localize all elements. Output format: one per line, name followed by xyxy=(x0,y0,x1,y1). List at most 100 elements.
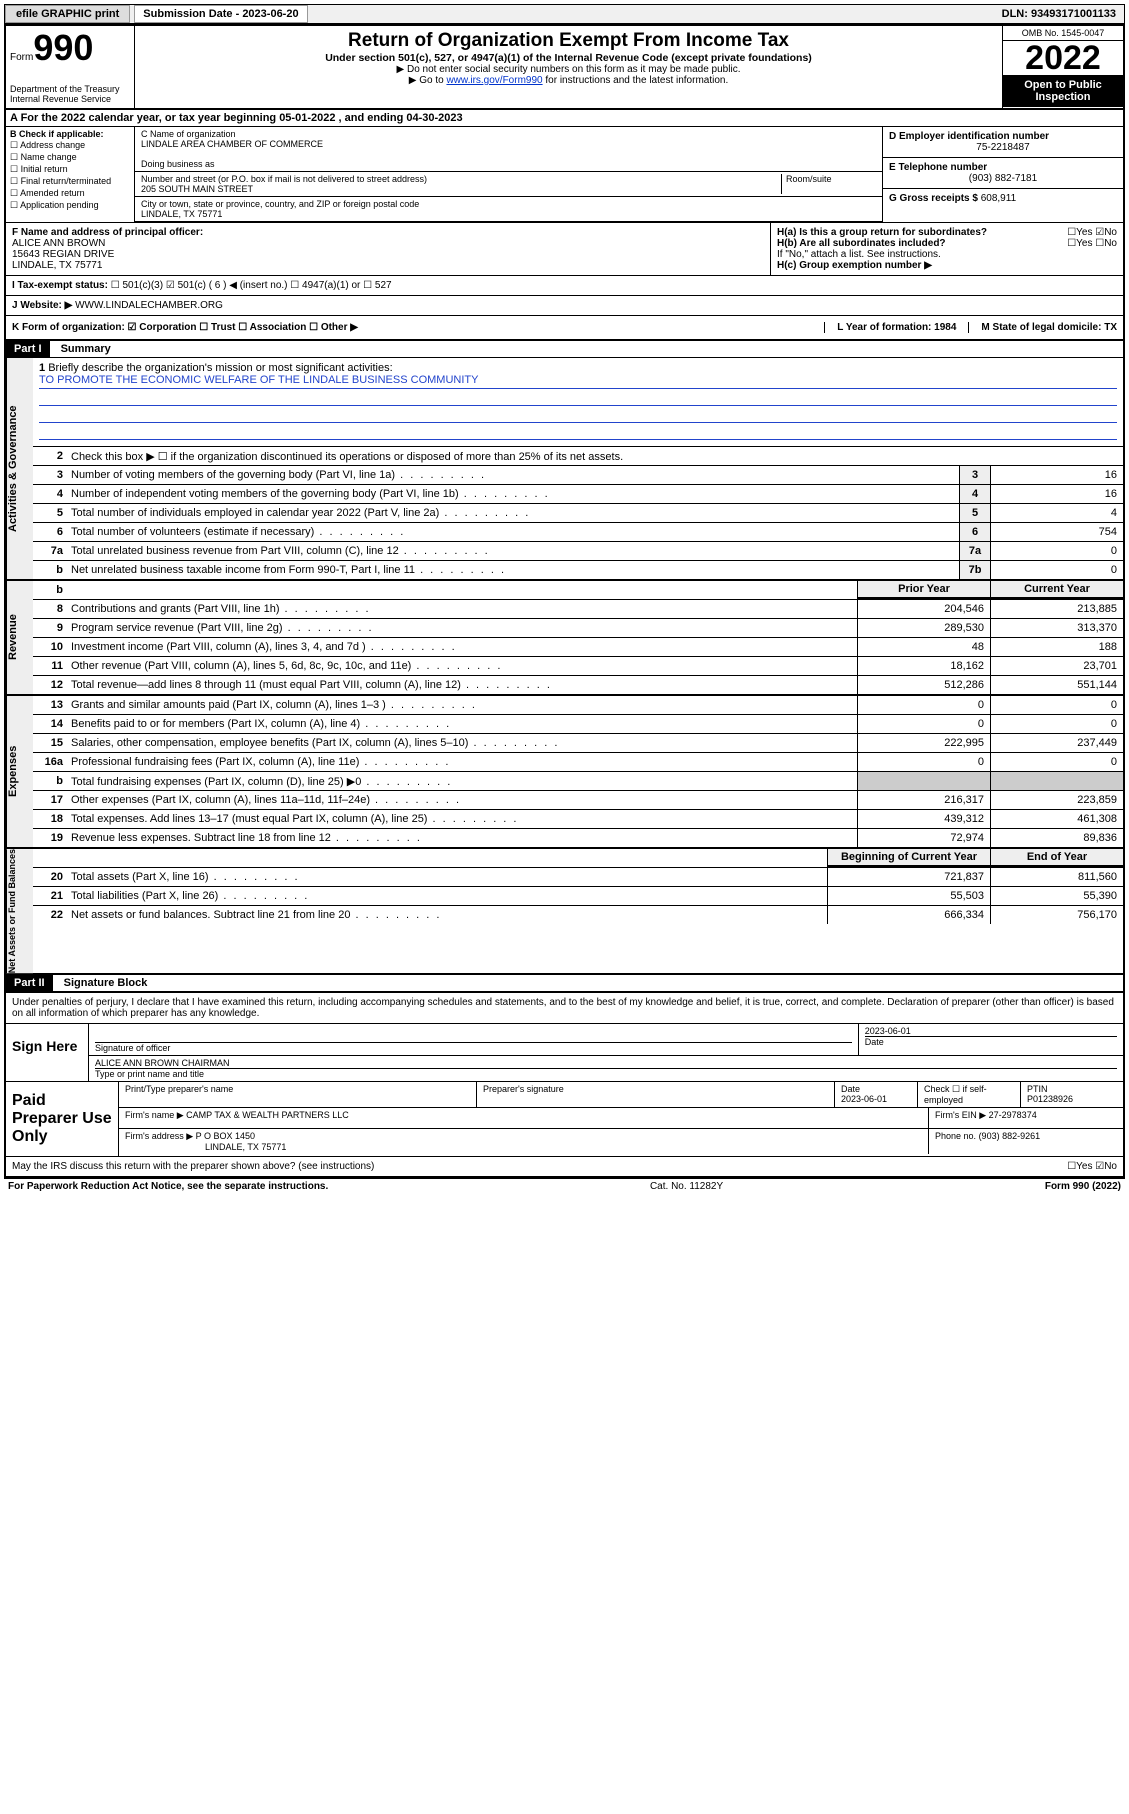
prior-value: 55,503 xyxy=(827,887,990,905)
line-desc: Revenue less expenses. Subtract line 18 … xyxy=(67,830,857,846)
irs-link[interactable]: www.irs.gov/Form990 xyxy=(446,75,542,86)
line-desc: Contributions and grants (Part VIII, lin… xyxy=(67,601,857,617)
chk-application-pending[interactable]: Application pending xyxy=(10,200,130,211)
chk-initial-return[interactable]: Initial return xyxy=(10,164,130,175)
current-value: 213,885 xyxy=(990,600,1123,618)
line-num: 20 xyxy=(33,869,67,885)
g-gross-label: G Gross receipts $ xyxy=(889,193,978,204)
line2-desc: Check this box ▶ ☐ if the organization d… xyxy=(67,448,1123,465)
discuss-question: May the IRS discuss this return with the… xyxy=(12,1161,1067,1172)
prior-value: 18,162 xyxy=(857,657,990,675)
line-num: 11 xyxy=(33,658,67,674)
form-container: Form990 Department of the Treasury Inter… xyxy=(4,24,1125,1178)
phone-label: Phone no. xyxy=(935,1131,976,1141)
line-desc: Total unrelated business revenue from Pa… xyxy=(67,543,959,559)
line-num: b xyxy=(33,773,67,789)
line-desc: Other expenses (Part IX, column (A), lin… xyxy=(67,792,857,808)
chk-address-change[interactable]: Address change xyxy=(10,140,130,151)
prior-value: 72,974 xyxy=(857,829,990,847)
line-desc: Total fundraising expenses (Part IX, col… xyxy=(67,773,857,790)
vtab-revenue: Revenue xyxy=(6,581,33,694)
form-subtitle: Under section 501(c), 527, or 4947(a)(1)… xyxy=(139,52,998,64)
perjury-declaration: Under penalties of perjury, I declare th… xyxy=(6,993,1123,1023)
discuss-answer[interactable]: ☐Yes ☑No xyxy=(1067,1161,1117,1172)
form-header: Form990 Department of the Treasury Inter… xyxy=(6,26,1123,110)
org-name: LINDALE AREA CHAMBER OF COMMERCE xyxy=(141,139,876,149)
line-num: 18 xyxy=(33,811,67,827)
hdr-end-year: End of Year xyxy=(990,849,1123,867)
current-value: 0 xyxy=(990,696,1123,714)
line-desc: Salaries, other compensation, employee b… xyxy=(67,735,857,751)
firm-addr-label: Firm's address ▶ xyxy=(125,1131,193,1141)
print-name-label: Type or print name and title xyxy=(95,1068,1117,1079)
line-num: 6 xyxy=(33,524,67,540)
footer-left: For Paperwork Reduction Act Notice, see … xyxy=(8,1181,328,1192)
prep-date: 2023-06-01 xyxy=(841,1094,887,1104)
g-gross-value: 608,911 xyxy=(981,193,1016,204)
line-desc: Investment income (Part VIII, column (A)… xyxy=(67,639,857,655)
m-state-domicile: M State of legal domicile: TX xyxy=(968,322,1117,333)
prior-value: 216,317 xyxy=(857,791,990,809)
current-value: 0 xyxy=(990,715,1123,733)
part1-title: Summary xyxy=(53,343,111,355)
line-desc: Program service revenue (Part VIII, line… xyxy=(67,620,857,636)
efile-print-button[interactable]: efile GRAPHIC print xyxy=(5,5,130,23)
sign-here-label: Sign Here xyxy=(6,1024,89,1081)
prep-name-hdr: Print/Type preparer's name xyxy=(125,1084,233,1094)
dept-label: Department of the Treasury Internal Reve… xyxy=(10,84,130,104)
prior-value: 439,312 xyxy=(857,810,990,828)
i-options[interactable]: ☐ 501(c)(3) ☑ 501(c) ( 6 ) ◀ (insert no.… xyxy=(111,280,392,291)
prior-value xyxy=(857,772,990,790)
phone-value: (903) 882-9261 xyxy=(979,1131,1041,1141)
ha-label: H(a) Is this a group return for subordin… xyxy=(777,227,987,238)
hdr-prior-year: Prior Year xyxy=(857,581,990,599)
line-desc: Total revenue—add lines 8 through 11 (mu… xyxy=(67,677,857,693)
line-desc: Total number of volunteers (estimate if … xyxy=(67,524,959,540)
current-value: 461,308 xyxy=(990,810,1123,828)
line-num: 13 xyxy=(33,697,67,713)
line-num: b xyxy=(33,562,67,578)
officer-addr1: 15643 REGIAN DRIVE xyxy=(12,249,114,260)
part1-bar: Part I xyxy=(6,341,50,357)
sig-date-label: Date xyxy=(865,1036,1117,1047)
current-value: 551,144 xyxy=(990,676,1123,694)
ptin-value: P01238926 xyxy=(1027,1094,1073,1104)
line-desc: Grants and similar amounts paid (Part IX… xyxy=(67,697,857,713)
line-num: 12 xyxy=(33,677,67,693)
line-desc: Net unrelated business taxable income fr… xyxy=(67,562,959,578)
chk-final-return[interactable]: Final return/terminated xyxy=(10,176,130,187)
prior-value: 48 xyxy=(857,638,990,656)
dba-label: Doing business as xyxy=(141,159,876,169)
instr-1: ▶ Do not enter social security numbers o… xyxy=(139,64,998,75)
officer-name: ALICE ANN BROWN xyxy=(12,238,105,249)
form-label: Form xyxy=(10,52,33,63)
ha-answer[interactable]: ☐Yes ☑No xyxy=(1067,227,1117,238)
hc-label: H(c) Group exemption number ▶ xyxy=(777,260,932,271)
instr-2: ▶ Go to www.irs.gov/Form990 for instruct… xyxy=(139,75,998,86)
line-desc: Benefits paid to or for members (Part IX… xyxy=(67,716,857,732)
line-desc: Total assets (Part X, line 16) xyxy=(67,869,827,885)
line-num: 14 xyxy=(33,716,67,732)
chk-amended-return[interactable]: Amended return xyxy=(10,188,130,199)
page-footer: For Paperwork Reduction Act Notice, see … xyxy=(4,1178,1125,1194)
line-desc: Number of independent voting members of … xyxy=(67,486,959,502)
prior-value: 222,995 xyxy=(857,734,990,752)
self-employed-check[interactable]: Check ☐ if self-employed xyxy=(924,1084,987,1105)
d-ein-label: D Employer identification number xyxy=(889,131,1117,142)
line-box: 7a xyxy=(959,542,990,560)
k-form-org[interactable]: K Form of organization: ☑ Corporation ☐ … xyxy=(12,322,824,333)
e-phone-label: E Telephone number xyxy=(889,162,1117,173)
chk-name-change[interactable]: Name change xyxy=(10,152,130,163)
tax-year: 2022 xyxy=(1003,41,1123,75)
hb-label: H(b) Are all subordinates included? xyxy=(777,238,946,249)
line-num: 7a xyxy=(33,543,67,559)
line-desc: Total number of individuals employed in … xyxy=(67,505,959,521)
current-value: 237,449 xyxy=(990,734,1123,752)
line-box: 6 xyxy=(959,523,990,541)
paid-preparer-label: Paid Preparer Use Only xyxy=(6,1082,119,1156)
current-value: 811,560 xyxy=(990,868,1123,886)
hb-answer[interactable]: ☐Yes ☐No xyxy=(1067,238,1117,249)
footer-form-ref: Form 990 (2022) xyxy=(1045,1181,1121,1192)
city-label: City or town, state or province, country… xyxy=(141,199,876,209)
d-ein-value: 75-2218487 xyxy=(889,142,1117,153)
